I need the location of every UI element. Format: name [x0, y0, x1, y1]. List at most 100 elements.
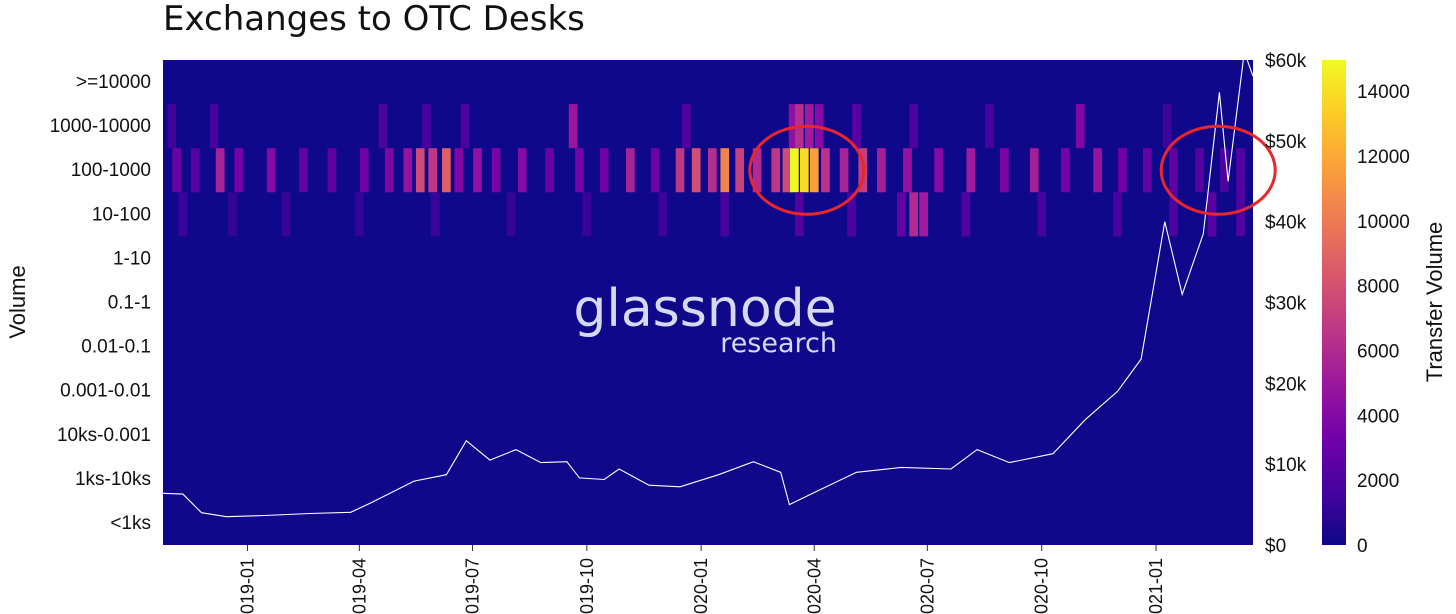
heatmap-cell [299, 148, 308, 193]
y2-tick-label: $30k [1265, 294, 1307, 315]
chart-title: Exchanges to OTC Desks [163, 0, 585, 39]
colorbar-tick-label: 12000 [1357, 147, 1410, 168]
heatmap-cell [1143, 148, 1152, 193]
heatmap-cell [545, 148, 554, 193]
y-axis-label: Volume [5, 265, 30, 338]
heatmap-cell [708, 148, 717, 193]
heatmap-cell [1236, 148, 1245, 193]
heatmap-cell [460, 104, 470, 149]
heatmap-cell [966, 148, 976, 193]
colorbar-tick-label: 8000 [1357, 277, 1399, 298]
y-tick-label: 0.1-1 [108, 293, 151, 314]
y-tick-label: >=10000 [76, 72, 151, 93]
watermark-sub: research [720, 328, 837, 359]
heatmap-cell [428, 148, 438, 193]
y-tick-label: 0.01-0.1 [81, 337, 151, 358]
heatmap-cell [752, 148, 762, 193]
y2-tick-label: $0 [1265, 536, 1286, 557]
heatmap-cell [934, 148, 943, 193]
y2-tick-label: $10k [1265, 455, 1307, 476]
heatmap-cell [415, 148, 425, 193]
colorbar-tick-label: 2000 [1357, 471, 1399, 492]
heatmap-cell [658, 192, 667, 237]
heatmap-cell [167, 104, 177, 149]
colorbar-tick-label: 4000 [1357, 406, 1399, 427]
heatmap-cell [384, 148, 394, 193]
heatmap-cell [209, 104, 219, 149]
heatmap-cell [228, 192, 237, 237]
heatmap-cell [1075, 104, 1085, 149]
heatmap-cell [506, 192, 516, 237]
y-tick-label: <1ks [110, 513, 151, 534]
heatmap-cell [809, 148, 819, 193]
colorbar-tick-label: 14000 [1357, 82, 1410, 103]
heatmap-cell [675, 148, 685, 193]
heatmap-cell [454, 148, 464, 193]
x-tick-label: 2020-01 [691, 558, 711, 614]
heatmap-cell [877, 148, 886, 193]
watermark-logo: glassnode research [573, 279, 837, 359]
heatmap-cell [909, 192, 919, 237]
price-line [162, 51, 1254, 518]
heatmap-cell [599, 148, 609, 193]
heatmap-cell [1037, 192, 1047, 237]
annotation-ellipse [748, 124, 866, 216]
heatmap-cell [821, 148, 830, 193]
heatmap-cell [720, 148, 730, 193]
heatmap-cell [1060, 148, 1070, 193]
y2-tick-label: $60k [1265, 51, 1307, 72]
y-tick-label: 10ks-0.001 [57, 425, 151, 446]
heatmap-cell [403, 148, 413, 193]
heatmap-cell [172, 148, 182, 193]
heatmap-cell [1118, 148, 1127, 193]
heatmap-cell [1169, 192, 1178, 237]
heatmap-cell [215, 148, 225, 193]
x-tick-label: 2020-04 [804, 558, 824, 614]
heatmap-cell [430, 192, 440, 237]
y2-tick-label: $20k [1265, 374, 1307, 395]
watermark-main: glassnode [573, 279, 836, 339]
heatmap-cell [327, 148, 337, 193]
heatmap-cell [720, 192, 730, 237]
heatmap-cell [378, 104, 388, 149]
heatmap-cell [234, 148, 244, 193]
heatmap-cell [178, 192, 188, 237]
annotation-ellipse [1159, 124, 1277, 216]
colorbar [1322, 60, 1346, 545]
x-tick-label: 2021-01 [1146, 558, 1166, 614]
heatmap-cell [985, 104, 994, 149]
heatmap-cell [359, 148, 369, 193]
heatmap-cell [903, 148, 912, 193]
y-tick-label: 1ks-10ks [75, 469, 151, 490]
y-tick-label: 100-1000 [71, 160, 151, 181]
colorbar-tick-label: 6000 [1357, 342, 1399, 363]
annotations [748, 124, 1277, 216]
y-tick-label: 10-100 [92, 204, 151, 225]
heatmap-cell [1220, 148, 1229, 193]
plot-background [163, 60, 1253, 545]
heatmap-cell [650, 148, 660, 193]
heatmap-cell [422, 104, 431, 149]
heatmap-cell [473, 148, 482, 193]
y-tick-label: 1-10 [113, 248, 151, 269]
colorbar-label: Transfer Volume [1422, 222, 1447, 383]
y-tick-label: 1000-10000 [50, 116, 151, 137]
heatmap-cell [582, 192, 592, 237]
heatmap-cell [1162, 104, 1172, 149]
y2-tick-labels: $0 $10k $20k $30k $40k $50k $60k [1265, 51, 1307, 557]
heatmap-cell [1113, 192, 1122, 237]
heatmap-cell [771, 148, 781, 193]
x-tick-label: 2019-04 [349, 558, 369, 614]
heatmap-cell [782, 148, 792, 193]
heatmap-cell [790, 148, 799, 193]
heatmap-cell [355, 192, 364, 237]
heatmap-cell [266, 148, 276, 193]
heatmap-cell [839, 148, 849, 193]
heatmap-cell [1029, 148, 1039, 193]
x-tick-labels: 2019-01 2019-04 2019-07 2019-10 2020-01 2020-… [238, 545, 1166, 614]
y2-tick-label: $40k [1265, 213, 1307, 234]
heatmap-cell [1195, 148, 1204, 193]
x-tick-label: 2019-07 [462, 558, 482, 614]
heatmap-cell [517, 148, 527, 193]
colorbar-tick-label: 0 [1357, 536, 1368, 557]
